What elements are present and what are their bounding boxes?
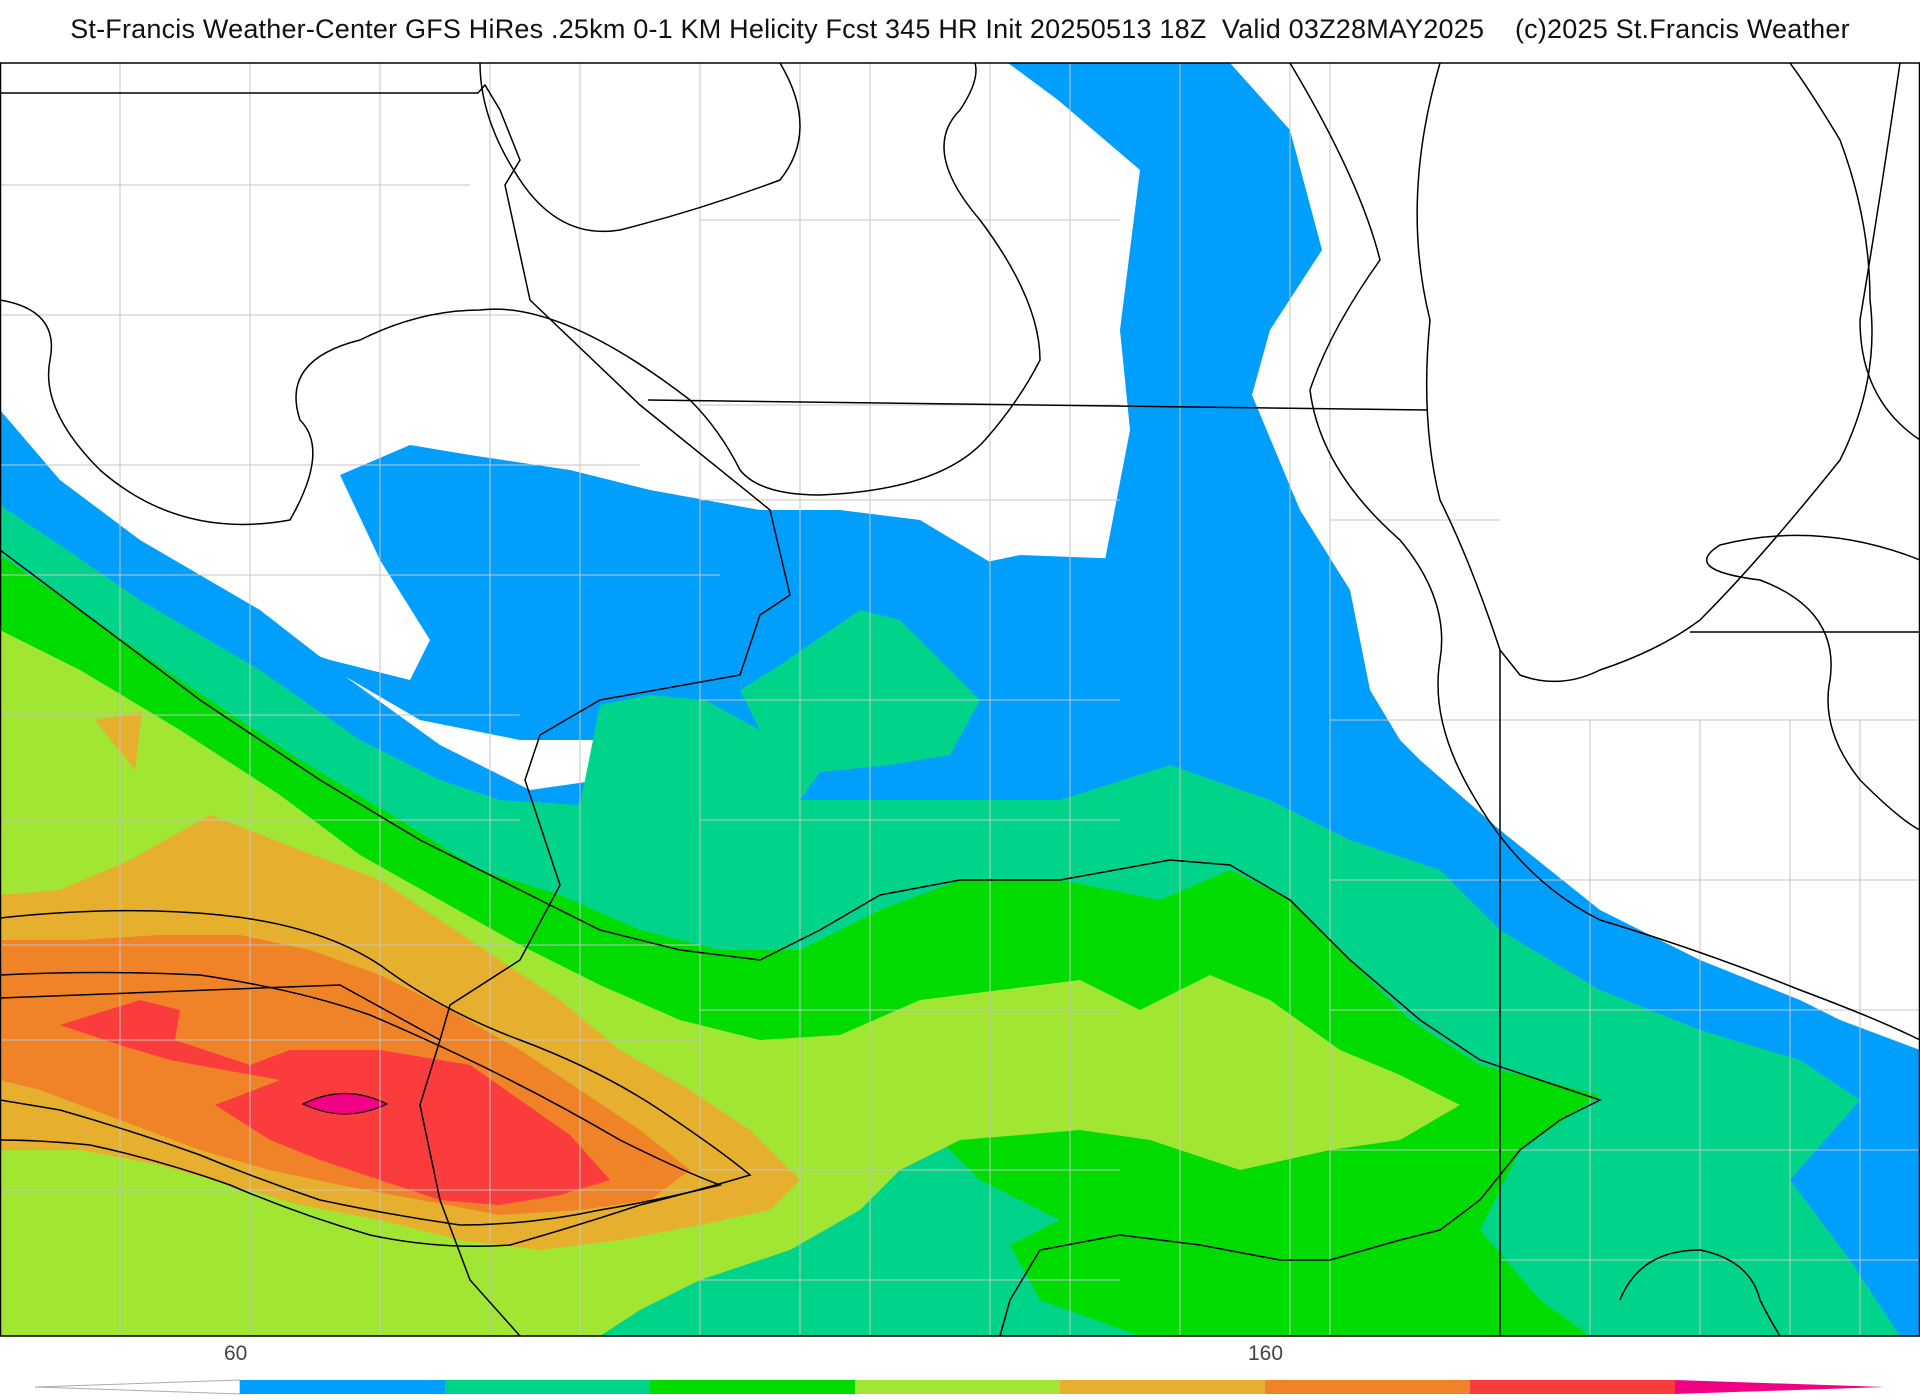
map-title: St-Francis Weather-Center GFS HiRes .25k…: [70, 14, 1850, 44]
legend-bin-7: [1470, 1380, 1675, 1394]
legend-bin-1: [240, 1380, 445, 1394]
helicity-region-orange-small: [95, 712, 142, 770]
county-lines: [0, 63, 1920, 1336]
state-border-north: [0, 83, 791, 1336]
lake-michigan-outline: [1416, 63, 1873, 683]
state-border-southwest: [0, 984, 441, 1041]
legend-bin-6: [1265, 1380, 1470, 1394]
helicity-contour-8: [1619, 1249, 1781, 1336]
helicity-contour-2: [479, 63, 801, 233]
legend-bin-8: [1675, 1380, 1885, 1394]
helicity-region-magenta: [301, 1092, 389, 1115]
helicity-contour-1: [0, 63, 1041, 526]
legend-bin-below-60: [34, 1379, 241, 1395]
state-border-east: [647, 399, 1429, 411]
legend-bin-5: [1060, 1380, 1265, 1394]
legend-colorbar: [34, 1379, 1885, 1395]
helicity-contour-4: [1706, 63, 1920, 831]
boundary-lines: [0, 63, 1920, 1336]
legend-bin-2: [445, 1380, 650, 1394]
legend-bin-3: [650, 1380, 855, 1394]
helicity-contour-6: [0, 909, 752, 1247]
helicity-contour-5: [0, 549, 1602, 1336]
helicity-contour-7: [0, 971, 723, 1226]
legend-tick-160: 160: [1248, 1342, 1284, 1365]
legend-bin-4: [855, 1380, 1060, 1394]
legend-tick-60: 60: [224, 1342, 248, 1365]
helicity-contour-3: [1289, 63, 1920, 1041]
